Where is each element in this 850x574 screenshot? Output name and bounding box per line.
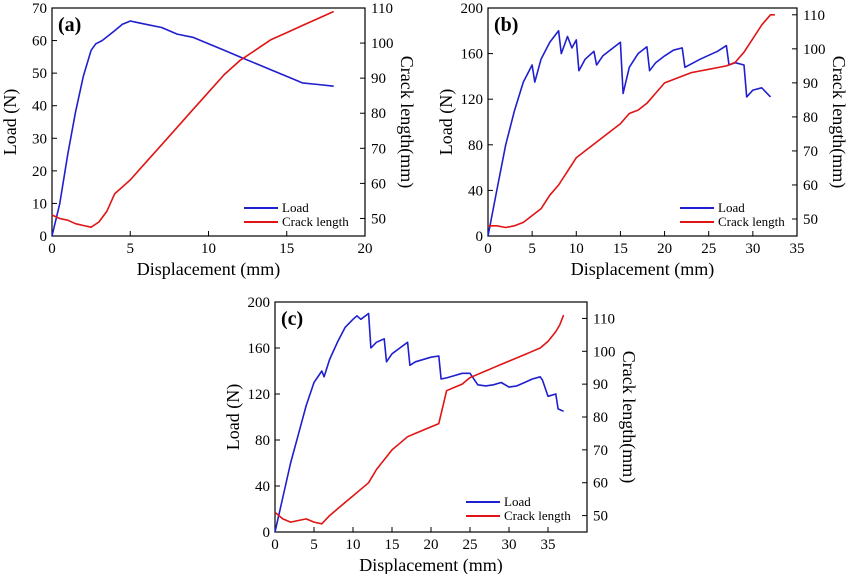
y-tick-label: 40 xyxy=(468,183,483,199)
x-tick-label: 0 xyxy=(48,241,56,257)
x-tick-label: 35 xyxy=(541,537,556,553)
y2-tick-label: 90 xyxy=(371,71,386,87)
y2-tick-label: 80 xyxy=(593,410,608,426)
panel-tag: (c) xyxy=(281,308,303,330)
legend-label: Crack length xyxy=(504,508,571,523)
x-tick-label: 0 xyxy=(271,537,279,553)
y2-tick-label: 60 xyxy=(803,178,818,194)
chart-panel-3: 0 5 10 15 20 25 30 35 0 40 80 120 160 200 50 60 70 80 90 10… xyxy=(223,295,639,574)
y-tick-label: 30 xyxy=(32,131,47,147)
y2-tick-label: 70 xyxy=(803,144,818,160)
series-line-crack-length xyxy=(51,10,335,228)
x-tick-label: 10 xyxy=(201,241,216,257)
y2-tick-label: 100 xyxy=(593,344,616,360)
y2-tick-label: 50 xyxy=(593,509,608,525)
y-tick-label: 0 xyxy=(263,525,271,541)
series-line-load xyxy=(274,312,564,533)
plot-frame xyxy=(274,301,588,533)
y2-tick-label: 80 xyxy=(803,110,818,126)
plot-frame xyxy=(487,7,798,237)
panel-tag: (b) xyxy=(494,14,518,36)
series-line-crack-length xyxy=(488,14,775,229)
y-tick-label: 160 xyxy=(461,47,484,63)
x-tick-label: 20 xyxy=(358,241,373,257)
y2-axis-label: Crack length(mm) xyxy=(828,56,849,188)
legend-label: Crack length xyxy=(282,214,349,229)
chart-panel-1: 0 5 10 15 20 0 10 20 30 40 50 60 70 50 60 70 80 90 100 110 D… xyxy=(0,1,417,280)
y2-tick-label: 70 xyxy=(371,141,386,157)
y-tick-label: 0 xyxy=(476,229,484,245)
x-tick-label: 0 xyxy=(484,241,492,257)
y2-tick-label: 110 xyxy=(803,8,825,24)
legend-label: Load xyxy=(718,200,745,215)
y2-tick-label: 110 xyxy=(371,1,393,17)
y-tick-label: 120 xyxy=(248,387,271,403)
x-tick-label: 25 xyxy=(463,537,478,553)
x-tick-label: 15 xyxy=(385,537,400,553)
series-line-crack-length xyxy=(274,314,565,525)
y-tick-label: 40 xyxy=(255,479,270,495)
y2-axis-label: Crack length(mm) xyxy=(396,56,417,188)
y-tick-label: 80 xyxy=(255,433,270,449)
x-tick-label: 25 xyxy=(701,241,716,257)
x-tick-label: 30 xyxy=(745,241,760,257)
series-line-load xyxy=(487,29,772,237)
x-tick-label: 10 xyxy=(569,241,584,257)
y2-tick-label: 90 xyxy=(803,76,818,92)
legend-label: Crack length xyxy=(718,214,785,229)
chart-panel-2: 0 5 10 15 20 25 30 35 0 40 80 120 160 200 50 60 70 80 90 10… xyxy=(436,1,849,280)
y2-tick-label: 100 xyxy=(803,42,826,58)
x-tick-label: 5 xyxy=(310,537,318,553)
x-tick-label: 15 xyxy=(613,241,628,257)
y-tick-label: 60 xyxy=(32,34,47,50)
y2-tick-label: 70 xyxy=(593,443,608,459)
x-tick-label: 20 xyxy=(424,537,439,553)
x-axis-label: Displacement (mm) xyxy=(571,259,714,280)
x-tick-label: 35 xyxy=(790,241,805,257)
x-tick-label: 5 xyxy=(528,241,536,257)
y-tick-label: 0 xyxy=(40,229,48,245)
y2-tick-label: 50 xyxy=(371,211,386,227)
x-axis-label: Displacement (mm) xyxy=(359,555,502,574)
y2-tick-label: 110 xyxy=(593,311,615,327)
legend-label: Load xyxy=(504,494,531,509)
y-tick-label: 20 xyxy=(32,164,47,180)
legend-label: Load xyxy=(282,200,309,215)
y-axis-label: Load (N) xyxy=(436,89,457,155)
y-tick-label: 80 xyxy=(468,138,483,154)
y2-tick-label: 50 xyxy=(803,212,818,228)
x-axis-label: Displacement (mm) xyxy=(137,259,280,280)
x-tick-label: 20 xyxy=(657,241,672,257)
y2-tick-label: 60 xyxy=(593,476,608,492)
y-tick-label: 200 xyxy=(248,295,271,311)
y2-tick-label: 100 xyxy=(371,36,394,52)
y-axis-label: Load (N) xyxy=(223,384,244,450)
y-axis-label: Load (N) xyxy=(0,89,21,155)
y2-tick-label: 80 xyxy=(371,106,386,122)
y-tick-label: 120 xyxy=(461,92,484,108)
y2-axis-label: Crack length(mm) xyxy=(618,351,639,483)
x-tick-label: 30 xyxy=(502,537,517,553)
y-tick-label: 160 xyxy=(248,341,271,357)
x-tick-label: 5 xyxy=(127,241,135,257)
panel-tag: (a) xyxy=(58,14,81,36)
y-tick-label: 200 xyxy=(461,1,484,17)
y2-tick-label: 60 xyxy=(371,176,386,192)
y-tick-label: 10 xyxy=(32,196,47,212)
y-tick-label: 70 xyxy=(32,1,47,17)
y-tick-label: 40 xyxy=(32,99,47,115)
x-tick-label: 15 xyxy=(279,241,294,257)
series-line-load xyxy=(51,20,334,237)
y2-tick-label: 90 xyxy=(593,377,608,393)
y-tick-label: 50 xyxy=(32,66,47,82)
x-tick-label: 10 xyxy=(346,537,361,553)
